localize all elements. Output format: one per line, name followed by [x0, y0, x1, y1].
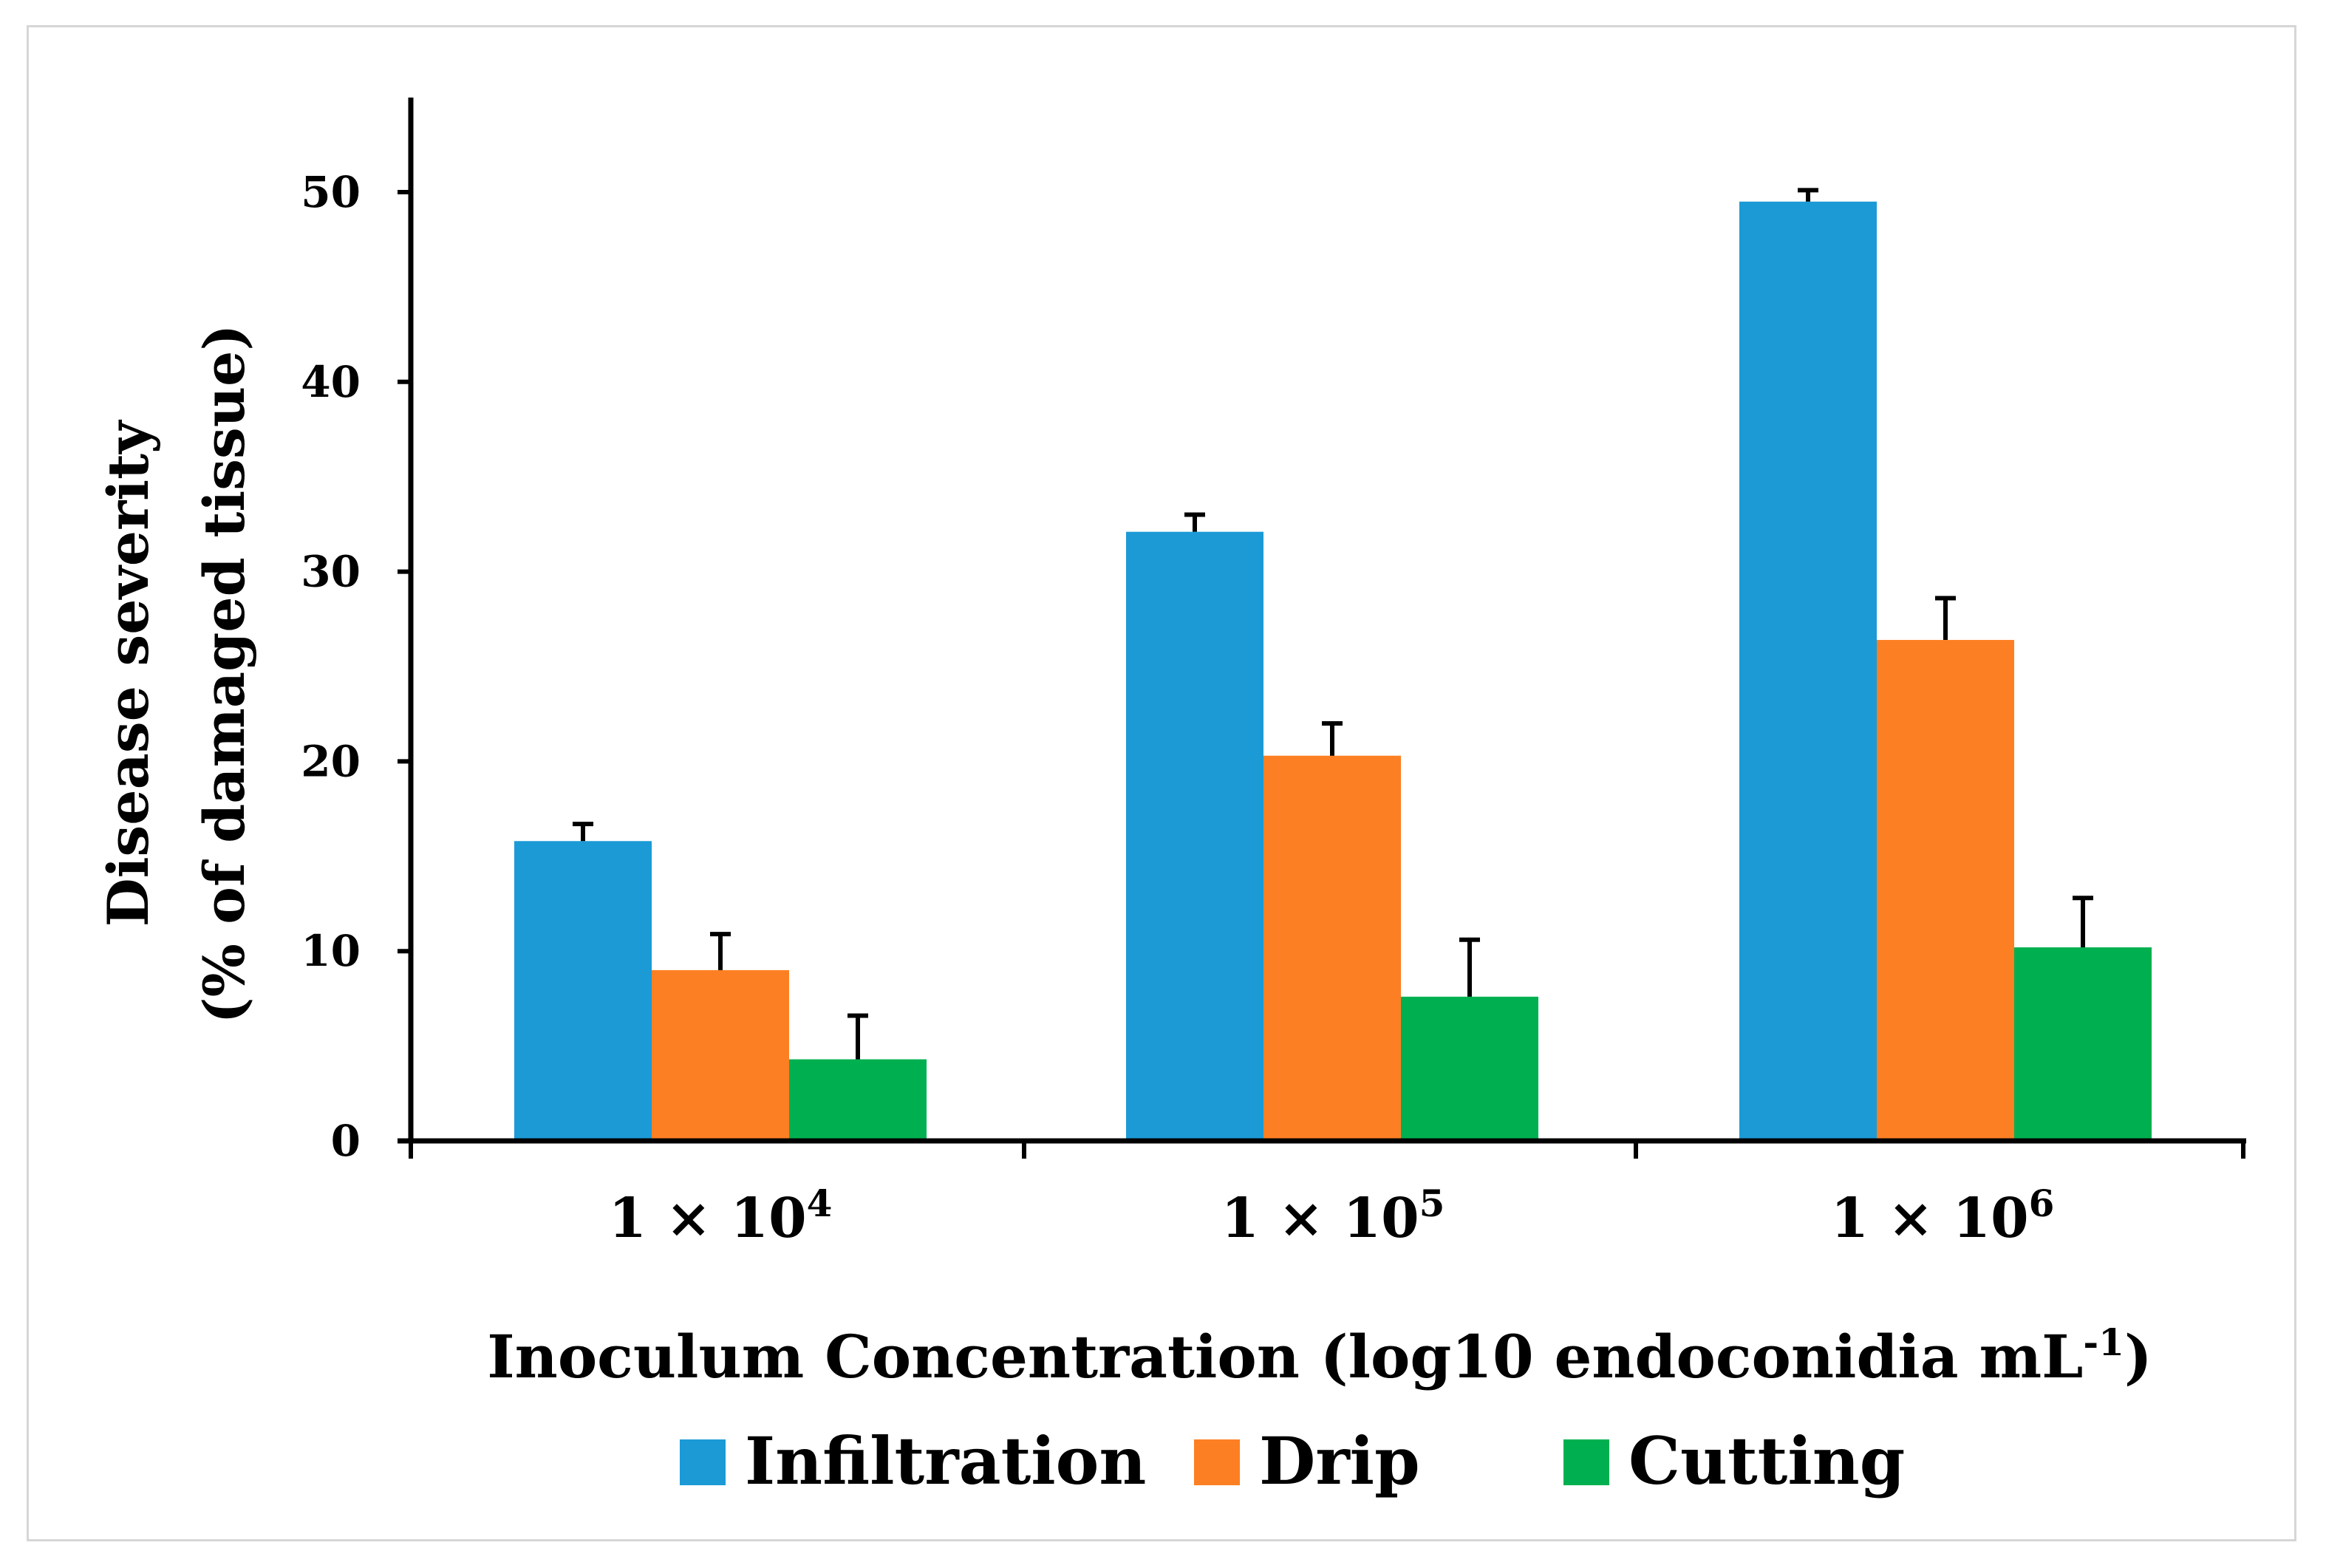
y-ticks: 0 10 20 30 40 50	[301, 167, 411, 1166]
y-tick-label: 30	[301, 547, 361, 597]
legend-label-cutting: Cutting	[1628, 1422, 1905, 1499]
bar-infiltration	[1126, 531, 1263, 1141]
x-category-base: 1 × 10	[1831, 1187, 2029, 1250]
x-category-base: 1 × 10	[1221, 1187, 1419, 1250]
x-category-exponent: 4	[807, 1182, 833, 1225]
legend: Infiltration Drip Cutting	[680, 1422, 1905, 1499]
x-axis-label-suffix: )	[2124, 1322, 2152, 1391]
x-category-label: 1 × 105	[1221, 1182, 1445, 1250]
x-category-exponent: 5	[1419, 1182, 1445, 1225]
legend-label-infiltration: Infiltration	[745, 1422, 1146, 1499]
x-category-base: 1 × 10	[609, 1187, 807, 1250]
y-tick-label: 10	[301, 926, 361, 976]
legend-swatch-cutting	[1563, 1439, 1609, 1485]
plot-marks	[514, 188, 2152, 1142]
x-category-labels: 1 × 104 1 × 105 1 × 106	[609, 1182, 2055, 1250]
bar-infiltration	[1739, 201, 1877, 1142]
bar-drip	[1877, 640, 2014, 1141]
x-category-label: 1 × 104	[609, 1182, 833, 1250]
bar-cutting	[1401, 996, 1538, 1141]
legend-swatch-drip	[1194, 1439, 1240, 1485]
x-axis-label-main: Inoculum Concentration (log10 endoconidi…	[487, 1322, 2083, 1391]
x-category-label: 1 × 106	[1831, 1182, 2055, 1250]
legend-swatch-infiltration	[680, 1439, 726, 1485]
bar-cutting	[2014, 947, 2152, 1141]
y-tick-label: 20	[301, 736, 361, 786]
x-axis-label-superscript: -1	[2083, 1320, 2124, 1364]
bar-infiltration	[514, 841, 652, 1141]
x-ticks	[409, 1141, 2245, 1159]
y-axis-label-line1: Disease severity	[95, 420, 161, 927]
bar-cutting	[789, 1059, 927, 1141]
y-tick-label: 0	[331, 1116, 361, 1166]
legend-label-drip: Drip	[1259, 1422, 1420, 1499]
bar-drip	[652, 969, 789, 1141]
y-tick-label: 40	[301, 357, 361, 407]
y-axis-label-line2: (% of damaged tissue)	[191, 324, 257, 1024]
x-axis-label: Inoculum Concentration (log10 endoconidi…	[487, 1320, 2152, 1391]
bar-drip	[1263, 755, 1401, 1141]
x-category-exponent: 6	[2029, 1182, 2055, 1225]
y-tick-label: 50	[301, 167, 361, 217]
